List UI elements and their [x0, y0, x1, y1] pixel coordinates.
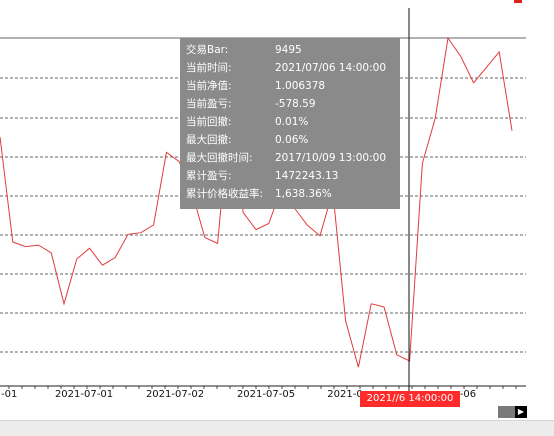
scroll-track[interactable] [498, 406, 515, 418]
x-tick-label: 2021-07-01 [54, 389, 114, 400]
tooltip-row: 当前时间: 2021/07/06 14:00:00 [180, 59, 400, 77]
tooltip-value: 1,638.36% [275, 188, 332, 200]
tooltip-row: 累计盈亏: 1472243.13 [180, 167, 400, 185]
x-axis-ticks [8, 386, 517, 389]
x-tick-label: 2021-07-05 [236, 389, 296, 400]
tooltip-key: 交易Bar: [186, 44, 229, 56]
tooltip-value: 1472243.13 [275, 170, 339, 182]
tooltip-row: 最大回撤时间: 2017/10/09 13:00:00 [180, 149, 400, 167]
tooltip-value: 2021/07/06 14:00:00 [275, 62, 387, 74]
tooltip-row: 当前回撤: 0.01% [180, 113, 400, 131]
tooltip-value: 0.01% [275, 116, 309, 128]
x-tick-label: -06 [459, 389, 477, 400]
x-tick-label: 2021-07-02 [145, 389, 205, 400]
scroll-right-icon[interactable]: ▶ [515, 406, 527, 418]
tooltip-row: 当前盈亏: -578.59 [180, 95, 400, 113]
tooltip-key: 累计盈亏: [186, 170, 232, 182]
tooltip-key: 当前净值: [186, 80, 232, 92]
tooltip-value: 9495 [275, 44, 302, 56]
tooltip-key: 当前回撤: [186, 116, 232, 128]
bottom-scrollbar[interactable] [0, 420, 554, 436]
info-tooltip: 交易Bar: 9495 当前时间: 2021/07/06 14:00:00 当前… [180, 38, 400, 209]
tooltip-key: 最大回撤时间: [186, 152, 253, 164]
tooltip-value: 2017/10/09 13:00:00 [275, 152, 387, 164]
tooltip-row: 交易Bar: 9495 [180, 41, 400, 59]
corner-indicator [514, 0, 522, 3]
x-tick-label: 7-01 [0, 389, 18, 400]
tooltip-value: 1.006378 [275, 80, 326, 92]
tooltip-value: -578.59 [275, 98, 316, 110]
tooltip-row: 最大回撤: 0.06% [180, 131, 400, 149]
crosshair-time-label: 2021//6 14:00:00 [360, 391, 460, 407]
equity-series-line [0, 36, 513, 368]
x-tick-label: 2021-0 [327, 389, 363, 400]
tooltip-row: 当前净值: 1.006378 [180, 77, 400, 95]
tooltip-key: 最大回撤: [186, 134, 232, 146]
tooltip-key: 当前时间: [186, 62, 232, 74]
tooltip-key: 累计价格收益率: [186, 188, 264, 200]
tooltip-value: 0.06% [275, 134, 309, 146]
tooltip-row: 累计价格收益率: 1,638.36% [180, 185, 400, 203]
tooltip-key: 当前盈亏: [186, 98, 232, 110]
